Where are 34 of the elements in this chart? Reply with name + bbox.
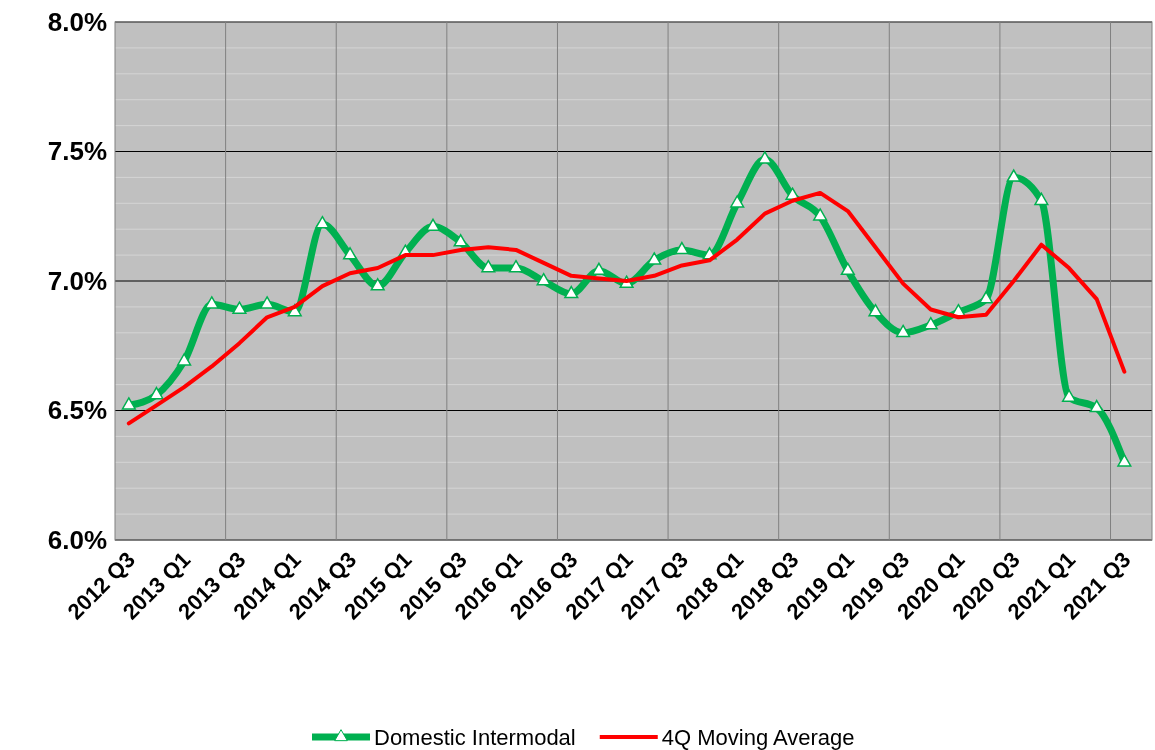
point xyxy=(1006,169,1021,182)
y-tick-label: 6.5% xyxy=(47,395,107,426)
point xyxy=(564,285,579,299)
point xyxy=(204,296,219,309)
y-tick-label: 7.5% xyxy=(47,136,107,167)
point xyxy=(232,301,247,314)
point xyxy=(536,272,551,286)
point xyxy=(342,247,358,260)
point xyxy=(177,353,192,366)
point xyxy=(813,208,828,221)
point xyxy=(868,303,883,317)
point xyxy=(315,215,330,229)
point xyxy=(121,397,136,410)
point xyxy=(674,241,689,255)
point xyxy=(923,316,938,330)
point xyxy=(757,151,772,164)
y-tick-label: 6.0% xyxy=(47,524,107,555)
y-tick-label: 8.0% xyxy=(47,6,107,37)
point xyxy=(370,278,385,291)
point xyxy=(840,262,855,276)
point xyxy=(896,324,911,338)
point xyxy=(508,259,524,273)
point xyxy=(1117,454,1132,467)
legend-label: Domestic Intermodal xyxy=(374,725,576,750)
y-tick-label: 7.0% xyxy=(47,265,107,296)
point xyxy=(1089,399,1104,413)
point xyxy=(1034,192,1049,206)
point xyxy=(481,259,496,273)
point xyxy=(149,386,164,400)
point xyxy=(453,234,468,247)
point xyxy=(259,296,275,309)
legend-label: 4Q Moving Average xyxy=(661,725,855,750)
point xyxy=(730,195,745,208)
point xyxy=(647,252,662,265)
